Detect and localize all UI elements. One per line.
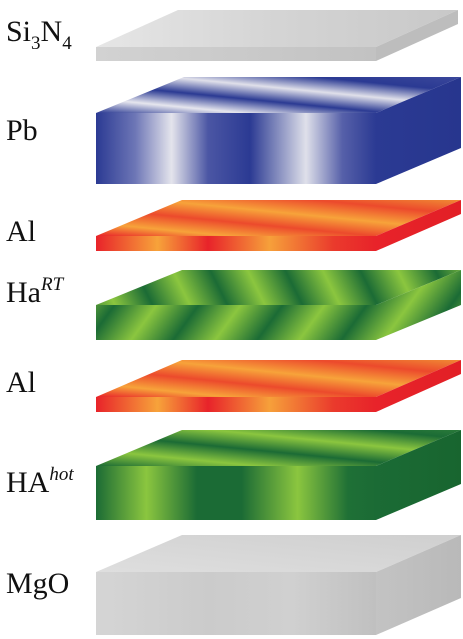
layer-al-bottom-front <box>96 397 376 412</box>
layer-ha-rt-front <box>96 305 376 340</box>
layer-al-top-side <box>376 200 461 251</box>
label-ha-rt: HaRT <box>6 274 65 309</box>
label-pb: Pb <box>6 114 38 147</box>
layer-al-top-front <box>96 236 376 251</box>
layer-si3n4-top <box>96 10 458 47</box>
layer-mgo: MgO <box>6 535 461 635</box>
layer-si3n4-side <box>376 10 458 61</box>
layer-al-bottom-side <box>376 360 461 412</box>
layer-ha-hot-top <box>96 430 461 466</box>
layer-al-bottom: Al <box>6 360 461 412</box>
label-al-top: Al <box>6 215 36 248</box>
layer-ha-rt: HaRT <box>6 270 461 340</box>
label-si3n4: Si3N4 <box>6 15 72 54</box>
layer-ha-hot-side <box>376 430 461 520</box>
layer-mgo-top <box>96 535 461 572</box>
layer-al-bottom-top <box>96 360 461 397</box>
layer-ha-hot-front <box>96 466 376 520</box>
layer-ha-hot: HAhot <box>6 430 461 520</box>
layer-al-top: Al <box>6 200 461 251</box>
layer-si3n4-front <box>96 47 376 61</box>
layer-al-top-top <box>96 200 461 236</box>
layer-si3n4: Si3N4 <box>6 10 458 61</box>
layer-pb-top <box>96 77 461 113</box>
layer-pb-side <box>376 77 461 184</box>
layer-pb: Pb <box>6 77 461 184</box>
layer-mgo-side <box>376 535 461 635</box>
layer-ha-rt-side <box>376 270 461 340</box>
label-ha-hot: HAhot <box>6 464 74 499</box>
layer-mgo-front <box>96 572 376 635</box>
label-mgo: MgO <box>6 567 69 600</box>
label-al-bottom: Al <box>6 366 36 399</box>
layer-pb-front <box>96 113 376 184</box>
layer-ha-rt-top <box>96 270 461 305</box>
